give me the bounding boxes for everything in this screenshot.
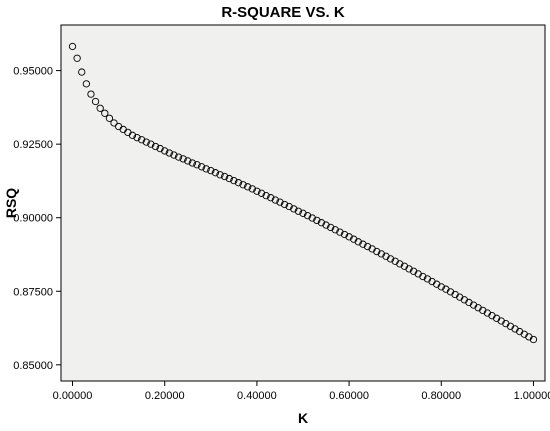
data-point (78, 68, 86, 76)
y-axis: 0.85000 0.87500 0.90000 0.92500 0.95000 (13, 66, 61, 372)
data-point (156, 144, 164, 153)
data-point (280, 200, 289, 209)
data-point (359, 240, 367, 248)
data-point (142, 138, 150, 146)
plot-area (60, 24, 546, 382)
data-points (68, 42, 538, 344)
data-point (211, 169, 220, 177)
data-point (248, 185, 256, 193)
data-point (299, 209, 307, 217)
data-point (363, 242, 372, 251)
data-point (73, 54, 81, 62)
y-tick-label: 0.85000 (13, 360, 53, 372)
data-point (188, 159, 197, 167)
data-point (386, 255, 395, 263)
data-point (202, 165, 210, 173)
data-point (96, 104, 104, 112)
x-axis: 0.00000 0.20000 0.40000 0.60000 0.80000 1.000… (53, 381, 550, 402)
data-point (294, 207, 303, 215)
data-point (234, 179, 243, 187)
data-point (257, 189, 266, 197)
y-tick-label: 0.87500 (13, 286, 53, 298)
data-point (336, 228, 344, 236)
data-point (184, 157, 192, 165)
data-point (197, 163, 206, 171)
data-point (373, 247, 381, 256)
data-point (354, 238, 362, 246)
data-point (345, 233, 353, 241)
data-point (220, 172, 229, 181)
data-point (308, 214, 316, 222)
data-point (290, 205, 298, 213)
data-point (276, 198, 284, 206)
data-point (253, 187, 261, 195)
data-point (170, 151, 178, 159)
data-point (285, 202, 293, 211)
data-point (230, 176, 238, 185)
data-point (322, 221, 330, 229)
y-tick-label: 0.95000 (13, 66, 53, 78)
data-point (161, 147, 169, 155)
x-tick-label: 0.40000 (237, 390, 277, 402)
chart-title: R-SQUARE VS. K (221, 4, 345, 21)
data-point (68, 42, 77, 51)
data-point (244, 183, 252, 191)
data-point (327, 223, 335, 232)
data-point (317, 219, 326, 227)
data-point (91, 97, 100, 106)
data-point (174, 153, 183, 161)
data-point (396, 260, 404, 268)
data-point (128, 131, 137, 139)
data-point (331, 226, 339, 234)
data-point (147, 140, 155, 148)
data-point (82, 80, 91, 88)
data-point (165, 149, 173, 157)
data-point (437, 283, 445, 291)
data-point (87, 90, 95, 98)
data-point (419, 272, 427, 281)
x-tick-label: 0.20000 (145, 390, 185, 402)
x-tick-label: 1.00000 (514, 390, 550, 402)
y-tick-label: 0.92500 (13, 139, 53, 151)
data-point (207, 166, 215, 175)
y-axis-label: RSQ (3, 188, 19, 218)
data-point (225, 174, 233, 183)
y-tick-label: 0.90000 (13, 213, 53, 225)
data-point (193, 161, 201, 169)
x-tick-label: 0.00000 (53, 390, 93, 402)
data-point (405, 265, 413, 273)
data-point (271, 196, 279, 204)
data-point (529, 335, 538, 344)
data-point (267, 194, 275, 202)
data-point (303, 212, 312, 220)
data-point (105, 114, 114, 122)
data-point (216, 171, 224, 179)
data-point (239, 181, 247, 189)
data-point (313, 216, 321, 225)
x-tick-label: 0.80000 (421, 390, 461, 402)
x-axis-label: K (298, 410, 308, 426)
x-tick-label: 0.60000 (329, 390, 369, 402)
data-point (262, 191, 270, 200)
data-point (110, 119, 118, 127)
data-point (340, 230, 349, 239)
data-point (151, 142, 160, 151)
data-point (101, 109, 109, 117)
data-point (133, 134, 141, 142)
data-point (377, 250, 386, 258)
data-point (179, 155, 187, 163)
data-point (138, 136, 146, 144)
